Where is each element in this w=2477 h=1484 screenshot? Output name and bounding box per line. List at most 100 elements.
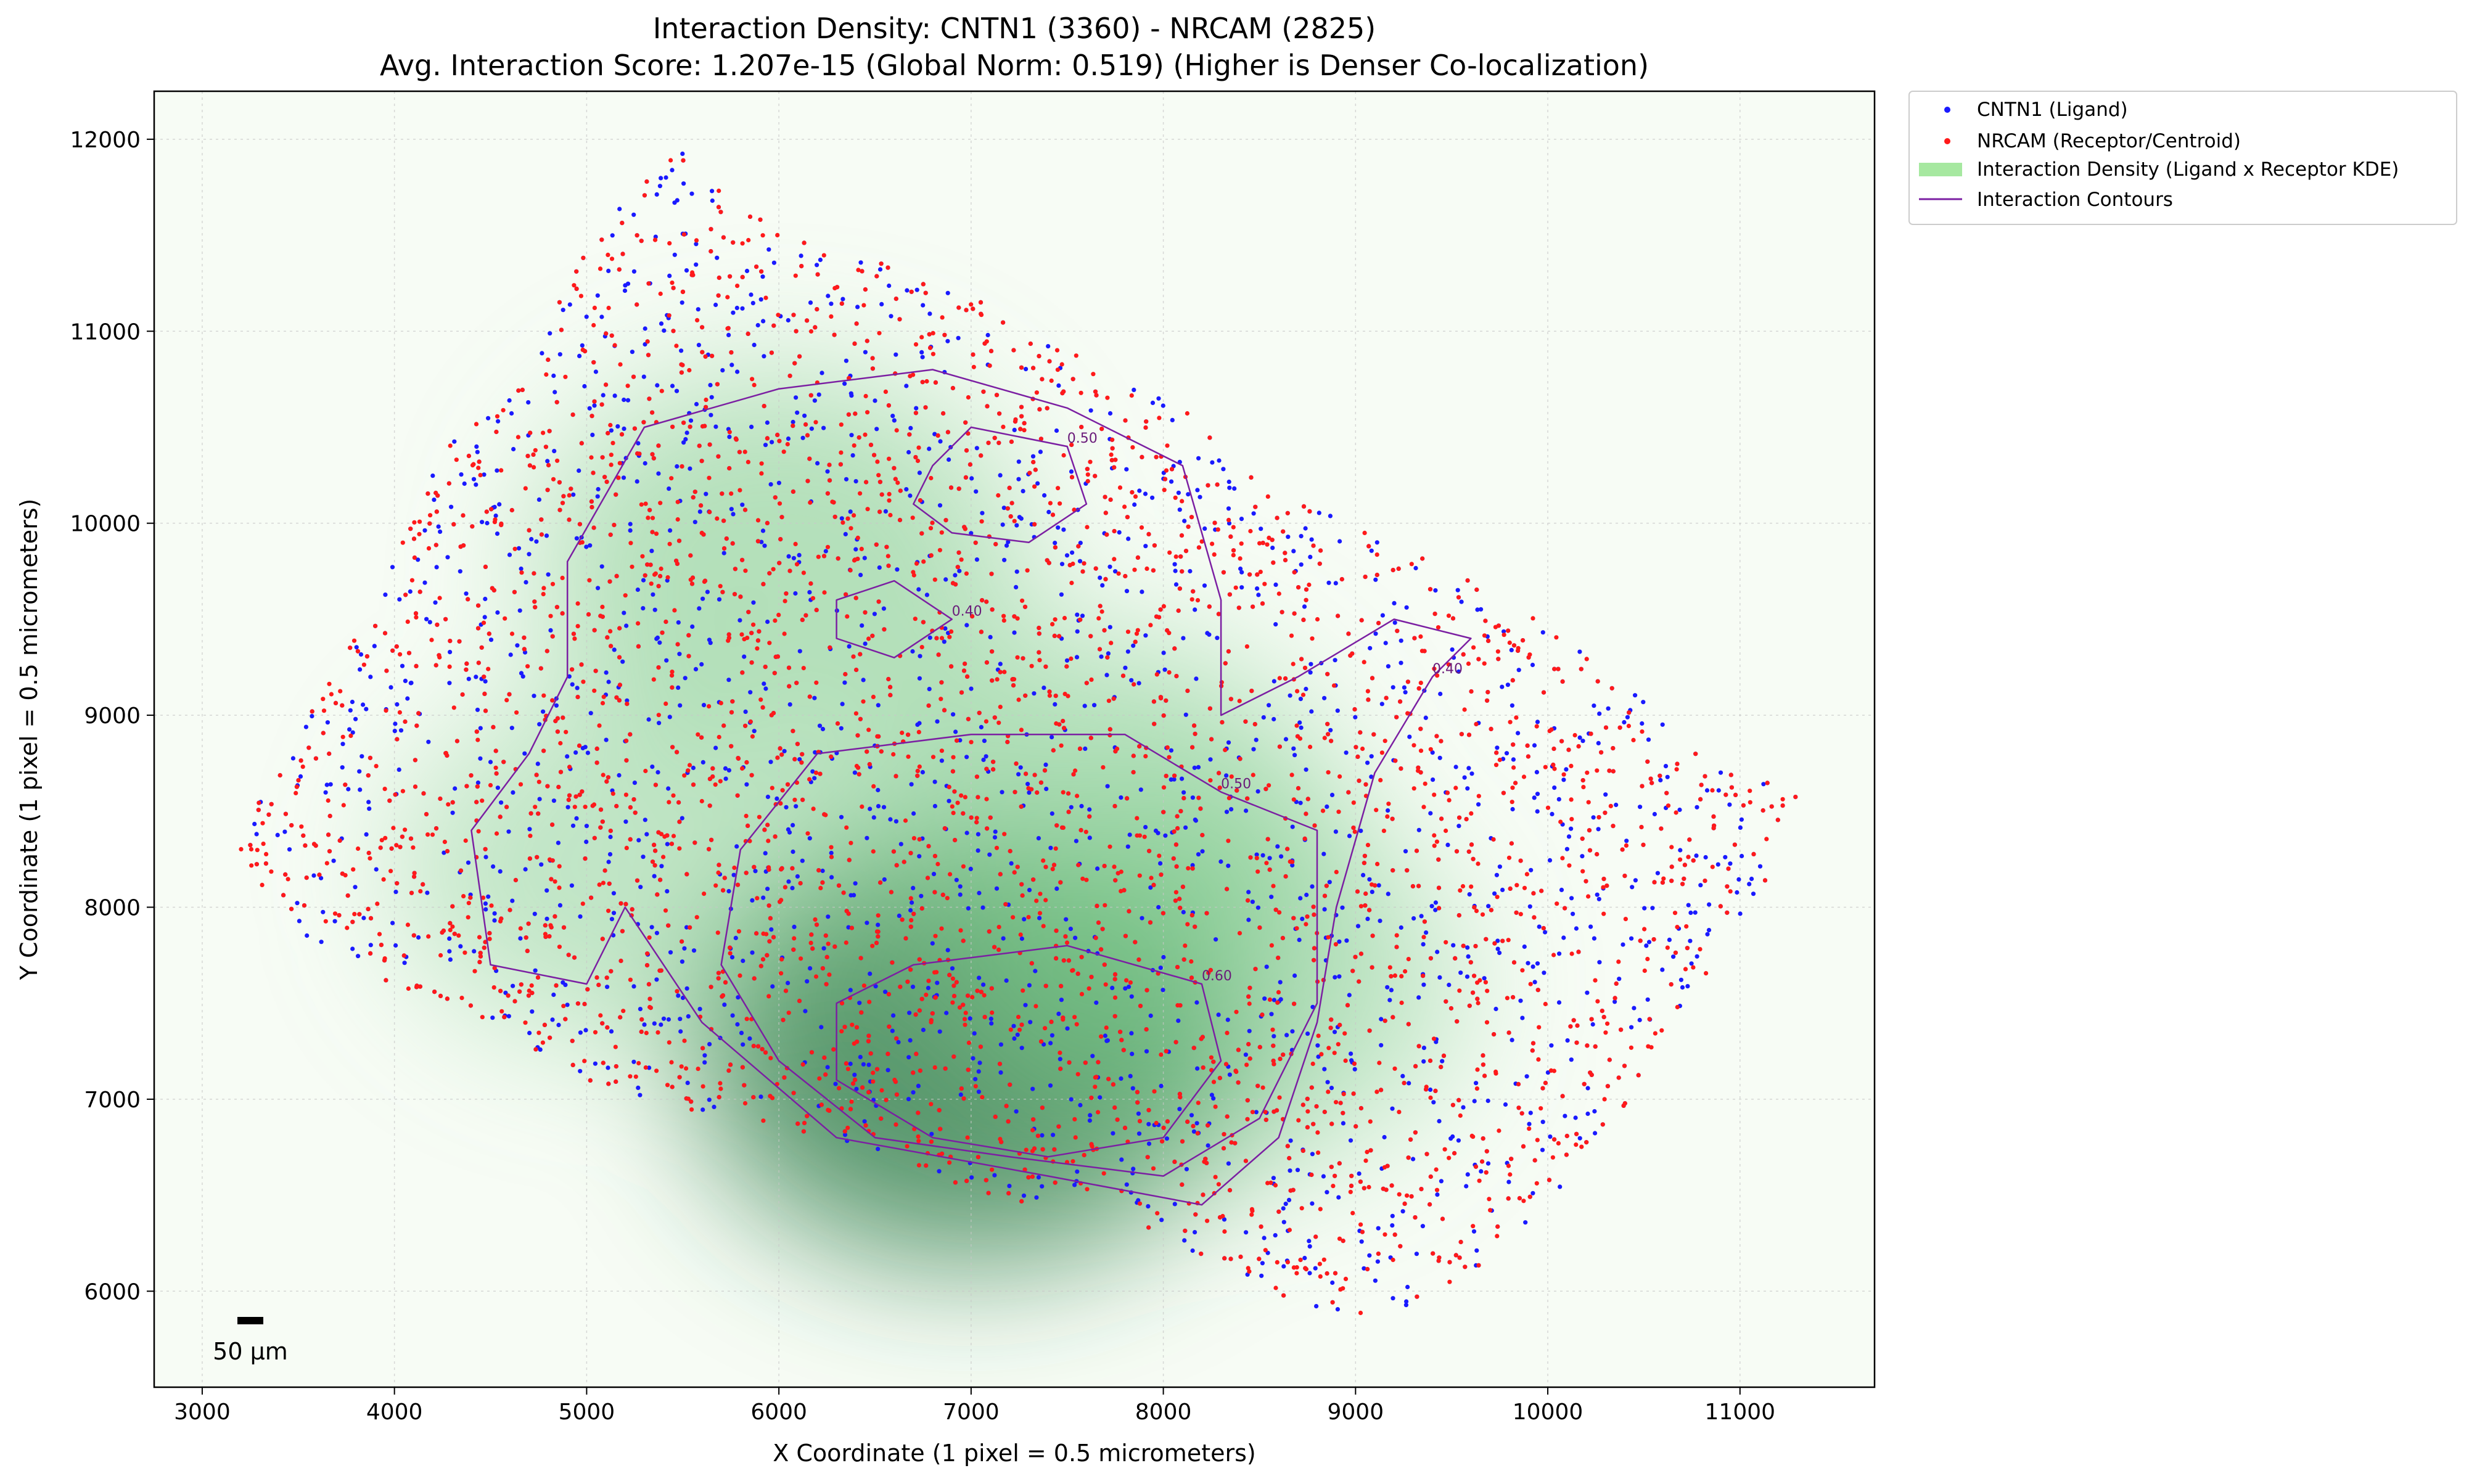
scatter-point	[966, 1040, 971, 1045]
scatter-point	[942, 639, 947, 644]
scatter-point	[935, 433, 940, 438]
scatter-point	[997, 411, 1002, 416]
scatter-point	[1362, 530, 1367, 536]
scatter-point	[956, 335, 961, 340]
scatter-point	[1707, 902, 1712, 907]
scatter-point	[541, 693, 546, 698]
scatter-point	[815, 307, 820, 312]
scatter-point	[839, 450, 844, 455]
scatter-point	[1053, 702, 1058, 707]
scatter-point	[1624, 838, 1629, 843]
scatter-point	[1458, 888, 1463, 893]
scatter-point	[659, 176, 663, 181]
scatter-point	[882, 877, 887, 882]
scatter-point	[570, 1062, 575, 1067]
scatter-point	[466, 860, 471, 865]
scatter-point	[252, 821, 257, 827]
scatter-point	[1748, 800, 1752, 805]
scatter-point	[533, 805, 538, 810]
scatter-point	[1000, 790, 1004, 795]
scatter-point	[1101, 765, 1106, 770]
scatter-point	[388, 869, 393, 874]
scatter-point	[1028, 341, 1033, 346]
scatter-point	[945, 948, 950, 953]
scatter-point	[858, 491, 863, 496]
scatter-point	[935, 861, 940, 867]
scatter-point	[751, 600, 756, 605]
scatter-point	[692, 840, 697, 845]
scatter-point	[1085, 472, 1090, 477]
scatter-point	[1250, 900, 1255, 904]
scatter-point	[813, 917, 818, 922]
scatter-point	[390, 920, 395, 925]
grid-lines	[154, 91, 1875, 1387]
scatter-point	[1399, 925, 1403, 930]
scatter-point	[1146, 1204, 1151, 1209]
scatter-point	[823, 549, 828, 554]
scatter-point	[1094, 1000, 1099, 1005]
scatter-point	[988, 1016, 993, 1022]
scatter-point	[1015, 864, 1020, 869]
scatter-point	[598, 1013, 603, 1018]
scatter-point	[784, 805, 789, 810]
scatter-point	[1276, 591, 1281, 596]
scatter-point	[854, 1025, 860, 1030]
scatter-point	[746, 237, 751, 243]
scatter-point	[1156, 396, 1161, 401]
scatter-point	[529, 983, 534, 988]
scatter-point	[1537, 1025, 1542, 1030]
scatter-point	[628, 1074, 633, 1079]
scatter-point	[567, 674, 572, 679]
scatter-point	[1416, 827, 1421, 832]
scatter-point	[707, 1042, 712, 1047]
scatter-point	[471, 477, 477, 482]
scatter-point	[482, 691, 487, 696]
scatter-point	[464, 661, 469, 666]
scatter-point	[468, 1003, 474, 1008]
scatter-point	[787, 830, 792, 835]
scatter-point	[1151, 1166, 1156, 1171]
scatter-point	[614, 695, 619, 700]
scatter-point	[1002, 557, 1007, 562]
scatter-point	[332, 911, 338, 916]
scatter-point	[750, 301, 755, 306]
scatter-point	[729, 507, 734, 512]
scatter-point	[643, 461, 647, 466]
scatter-point	[638, 1007, 643, 1012]
scatter-point	[726, 888, 731, 894]
scatter-point	[1551, 762, 1556, 768]
scatter-point	[1239, 585, 1244, 590]
scatter-point	[1403, 1303, 1408, 1308]
scatter-point	[854, 321, 859, 326]
scatter-point	[591, 322, 596, 328]
scatter-point	[908, 896, 913, 901]
scatter-point	[655, 383, 660, 388]
scatter-point	[1056, 1011, 1061, 1016]
scatter-point	[911, 570, 916, 575]
scatter-point	[1414, 1252, 1419, 1256]
scatter-point	[917, 957, 922, 962]
scatter-point	[1243, 1158, 1248, 1163]
scatter-point	[1305, 1031, 1310, 1036]
scatter-point	[850, 1022, 855, 1027]
scatter-point	[877, 330, 882, 335]
scatter-point	[794, 804, 799, 809]
scatter-point	[1128, 980, 1133, 985]
scatter-point	[532, 694, 536, 699]
scatter-point	[583, 745, 588, 750]
scatter-point	[1269, 1012, 1274, 1017]
scatter-point	[550, 698, 555, 703]
scatter-point	[969, 531, 974, 536]
scatter-point	[425, 832, 430, 837]
scatter-point	[1666, 803, 1671, 808]
scatter-point	[1321, 1174, 1326, 1179]
scatter-point	[488, 783, 493, 788]
scatter-point	[1457, 988, 1462, 993]
scatter-point	[368, 674, 373, 679]
scatter-point	[859, 546, 864, 552]
scatter-point	[744, 782, 749, 787]
scatter-point	[713, 302, 718, 308]
scatter-point	[1019, 1046, 1024, 1051]
scatter-point	[1131, 643, 1136, 648]
scatter-point	[1292, 570, 1297, 575]
